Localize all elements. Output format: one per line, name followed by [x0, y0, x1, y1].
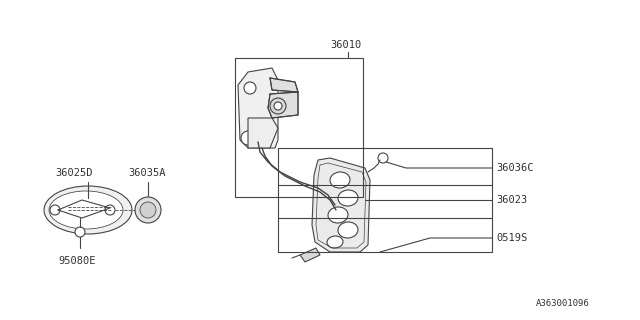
Text: 36036C: 36036C [496, 163, 534, 173]
Text: 36010: 36010 [330, 40, 361, 50]
Circle shape [270, 98, 286, 114]
Circle shape [135, 197, 161, 223]
Polygon shape [300, 248, 320, 262]
Circle shape [274, 102, 282, 110]
Ellipse shape [327, 236, 343, 248]
Ellipse shape [330, 172, 350, 188]
Polygon shape [312, 158, 370, 252]
Circle shape [140, 202, 156, 218]
Ellipse shape [328, 207, 348, 223]
Text: 95080E: 95080E [58, 256, 95, 266]
Circle shape [105, 205, 115, 215]
Polygon shape [238, 68, 278, 148]
Text: 0519S: 0519S [496, 233, 527, 243]
Polygon shape [270, 78, 298, 92]
Polygon shape [248, 118, 278, 148]
Circle shape [75, 227, 85, 237]
Ellipse shape [338, 190, 358, 206]
Text: A363001096: A363001096 [536, 299, 590, 308]
Polygon shape [268, 92, 298, 118]
Ellipse shape [49, 191, 123, 229]
Circle shape [378, 153, 388, 163]
Text: 36035A: 36035A [128, 168, 166, 178]
Text: 36025D: 36025D [55, 168, 93, 178]
Text: 36023: 36023 [496, 195, 527, 205]
Circle shape [241, 131, 255, 145]
Ellipse shape [338, 222, 358, 238]
Circle shape [50, 205, 60, 215]
Ellipse shape [44, 186, 132, 234]
Circle shape [244, 82, 256, 94]
